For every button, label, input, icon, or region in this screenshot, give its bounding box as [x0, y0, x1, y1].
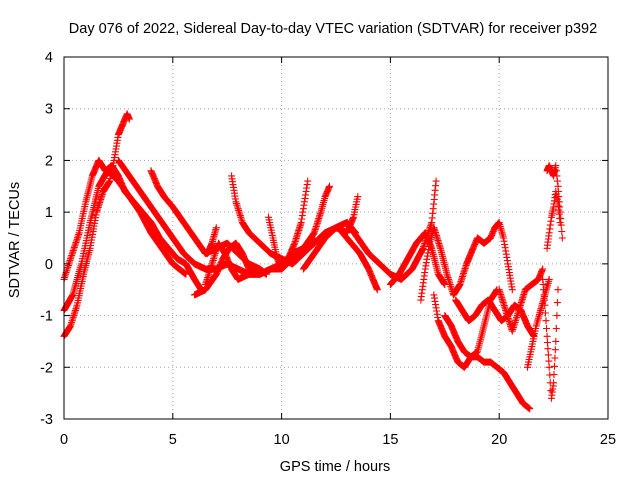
- series-arc-18: [441, 312, 534, 413]
- x-tick-label: 0: [60, 432, 68, 448]
- x-tick-label: 15: [382, 432, 398, 448]
- data-point-markers: [495, 265, 547, 335]
- data-point-markers: [204, 224, 220, 257]
- data-point-markers: [417, 219, 516, 304]
- x-tick-label: 25: [600, 432, 616, 448]
- x-tick-label: 5: [169, 432, 177, 448]
- data-point-markers: [539, 275, 562, 402]
- y-tick-label: 4: [45, 50, 53, 66]
- plot-frame: [63, 56, 609, 420]
- y-tick-label: 3: [45, 102, 53, 118]
- data-point-markers: [339, 229, 381, 294]
- series-arc-23: [543, 188, 564, 252]
- series-arc-24: [539, 275, 562, 402]
- y-tick-label: 2: [45, 153, 53, 169]
- series-arc-15: [386, 229, 449, 288]
- series-arc-8: [204, 224, 220, 257]
- x-tick-label: 20: [491, 432, 507, 448]
- series-arc-12: [299, 193, 362, 273]
- data-point-markers: [543, 188, 564, 252]
- y-axis-label: SDTVAR / TECUs: [7, 182, 23, 298]
- series-arc-20: [495, 265, 547, 335]
- series-arc-16: [417, 219, 516, 304]
- series-arc-11: [278, 182, 333, 268]
- y-tick-label: 0: [45, 257, 53, 273]
- y-tick-label: -1: [40, 309, 53, 325]
- x-tick-label: 10: [274, 432, 290, 448]
- y-tick-label: 1: [45, 205, 53, 221]
- axis-ticks: 0 5 10 15 20 25 -3 -2 -1 0 1 2 3 4: [40, 50, 616, 448]
- chart-title: Day 076 of 2022, Sidereal Day-to-day VTE…: [69, 21, 597, 37]
- y-tick-label: -3: [40, 412, 53, 428]
- series-arc-14: [339, 229, 381, 294]
- y-tick-label: -2: [40, 360, 53, 376]
- data-point-markers: [441, 312, 534, 413]
- data-point-markers: [386, 229, 449, 288]
- data-point-markers: [278, 182, 333, 268]
- x-axis-label: GPS time / hours: [280, 459, 390, 475]
- data-point-markers: [299, 193, 362, 273]
- grid-lines: [64, 57, 608, 419]
